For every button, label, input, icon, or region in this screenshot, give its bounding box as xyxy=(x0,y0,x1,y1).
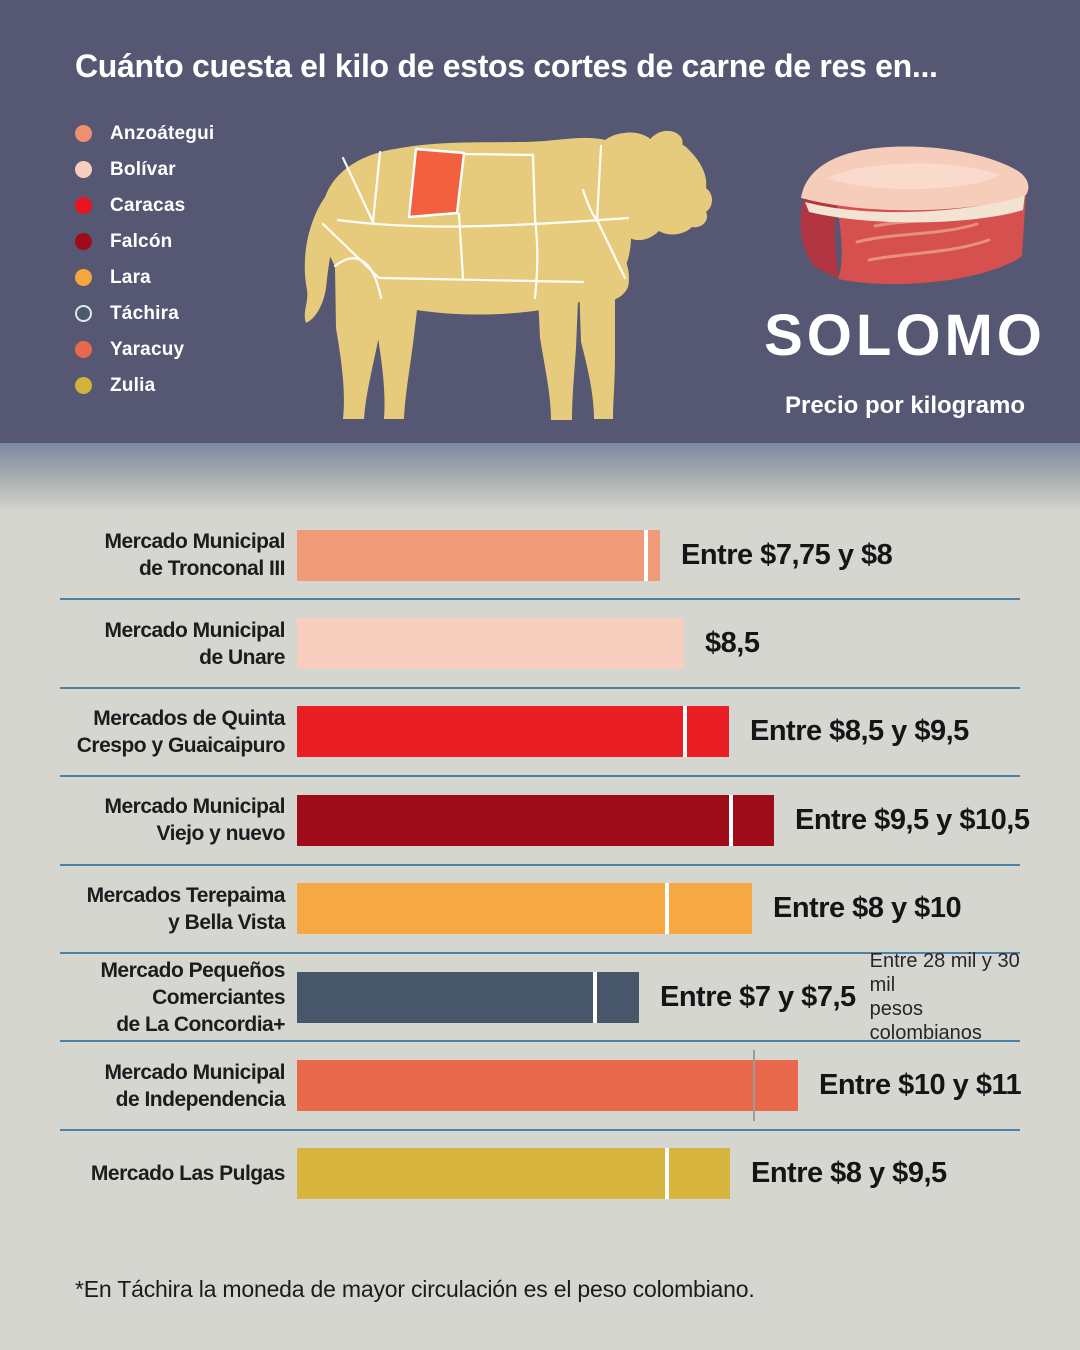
legend-item: Zulia xyxy=(75,374,214,396)
price-label: $8,5 xyxy=(705,627,760,660)
chart-row: Mercado Municipal de Independencia Entre… xyxy=(60,1042,1022,1131)
region-legend: Anzoátegui Bolívar Caracas Falcón Lara T… xyxy=(75,122,215,396)
legend-item: Lara xyxy=(75,266,214,288)
cut-name: SOLOMO xyxy=(764,303,1046,368)
price-bar xyxy=(297,706,729,758)
legend-color-dot xyxy=(75,305,92,322)
bar-zone: Entre $9,5 y $10,5 xyxy=(297,794,1030,846)
chart-row: Mercado Municipal Viejo y nuevo Entre $9… xyxy=(60,777,1030,866)
price-bar xyxy=(297,618,684,670)
legend-item: Bolívar xyxy=(75,158,214,180)
bar-range-divider xyxy=(729,794,733,846)
header: Cuánto cuesta el kilo de estos cortes de… xyxy=(0,0,1080,443)
legend-item: Yaracuy xyxy=(75,338,214,360)
bar-range-divider xyxy=(665,1148,669,1200)
bar-zone: $8,5 xyxy=(297,618,1020,670)
cut-subtitle: Precio por kilogramo xyxy=(784,392,1026,419)
legend-item: Táchira xyxy=(75,302,214,324)
cow-cuts-diagram xyxy=(283,128,728,435)
legend-label: Bolívar xyxy=(110,158,176,180)
legend-color-dot xyxy=(75,125,92,142)
legend-label: Yaracuy xyxy=(110,338,185,360)
bar-range-divider xyxy=(753,1050,755,1122)
meat-icon xyxy=(800,146,1029,285)
legend-label: Lara xyxy=(110,266,151,288)
legend-item: Falcón xyxy=(75,230,214,252)
price-chart: Mercado Municipal de Tronconal III Entre… xyxy=(60,512,1030,1217)
market-label: Mercado Municipal de Unare xyxy=(104,618,285,669)
bar-range-divider xyxy=(683,706,687,758)
bar-range-divider xyxy=(644,529,648,581)
price-note: Entre 28 mil y 30 mil pesos colombianos xyxy=(869,950,1020,1045)
page-title: Cuánto cuesta el kilo de estos cortes de… xyxy=(75,48,938,84)
price-bar xyxy=(297,883,752,935)
legend-color-dot xyxy=(75,161,92,178)
header-fade xyxy=(0,443,1080,513)
bar-zone: Entre $7 y $7,5 Entre 28 mil y 30 mil pe… xyxy=(297,949,1020,1045)
bar-zone: Entre $8 y $10 xyxy=(297,883,1020,935)
chart-row: Mercado Pequeños Comerciantes de La Conc… xyxy=(60,950,1020,1044)
chart-row: Mercado Las Pulgas Entre $8 y $9,5 xyxy=(60,1131,1020,1217)
legend-color-dot xyxy=(75,377,92,394)
market-label: Mercado Municipal Viejo y nuevo xyxy=(104,795,285,846)
legend-label: Zulia xyxy=(110,374,156,396)
legend-color-dot xyxy=(75,341,92,358)
bar-zone: Entre $10 y $11 xyxy=(297,1050,1022,1122)
price-label: Entre $8 y $9,5 xyxy=(751,1157,947,1190)
legend-color-dot xyxy=(75,233,92,250)
legend-item: Caracas xyxy=(75,194,214,216)
bar-zone: Entre $7,75 y $8 xyxy=(297,529,1020,581)
market-label: Mercados de Quinta Crespo y Guaicaipuro xyxy=(76,706,286,757)
legend-color-dot xyxy=(75,269,92,286)
price-bar xyxy=(297,1148,730,1200)
legend-item: Anzoátegui xyxy=(75,122,215,144)
chart-row: Mercado Municipal de Unare $8,5 xyxy=(60,600,1020,689)
price-label: Entre $8 y $10 xyxy=(773,892,962,925)
price-bar xyxy=(297,794,774,846)
price-label: Entre $10 y $11 xyxy=(819,1069,1022,1102)
solomo-cut-highlight xyxy=(407,147,466,219)
market-label: Mercado Municipal de Independencia xyxy=(104,1060,285,1111)
bar-range-divider xyxy=(593,971,597,1023)
price-label: Entre $7,75 y $8 xyxy=(681,538,893,571)
footnote: *En Táchira la moneda de mayor circulaci… xyxy=(75,1276,755,1302)
legend-label: Falcón xyxy=(110,230,173,252)
bar-range-divider xyxy=(665,883,669,935)
legend-label: Caracas xyxy=(110,194,186,216)
market-label: Mercado Municipal de Tronconal III xyxy=(104,530,285,581)
meat-photo xyxy=(785,138,1035,301)
chart-row: Mercados de Quinta Crespo y Guaicaipuro … xyxy=(60,689,1020,778)
price-label: Entre $9,5 y $10,5 xyxy=(795,803,1030,836)
legend-label: Anzoátegui xyxy=(110,122,215,144)
bar-zone: Entre $8 y $9,5 xyxy=(297,1148,1020,1200)
chart-row: Mercado Municipal de Tronconal III Entre… xyxy=(60,512,1020,601)
price-label: Entre $7 y $7,5 xyxy=(660,980,856,1013)
legend-label: Táchira xyxy=(110,302,179,324)
legend-color-dot xyxy=(75,197,92,214)
price-bar xyxy=(297,529,660,581)
market-label: Mercados Terepaima y Bella Vista xyxy=(86,883,286,934)
price-bar xyxy=(297,971,639,1023)
market-label: Mercado Pequeños Comerciantes de La Conc… xyxy=(100,958,285,1036)
price-bar xyxy=(297,1050,798,1122)
bar-zone: Entre $8,5 y $9,5 xyxy=(297,706,1020,758)
price-label: Entre $8,5 y $9,5 xyxy=(750,715,969,748)
market-label: Mercado Las Pulgas xyxy=(90,1162,286,1186)
chart-row: Mercados Terepaima y Bella Vista Entre $… xyxy=(60,866,1020,954)
cow-icon xyxy=(304,130,712,420)
